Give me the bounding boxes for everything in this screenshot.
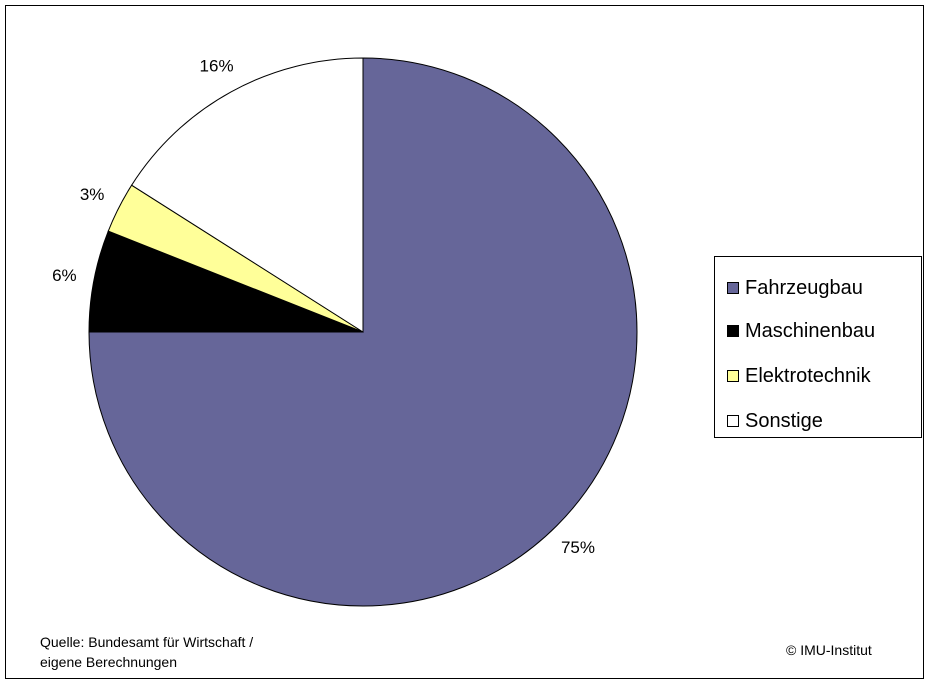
legend-label: Sonstige [745, 409, 823, 432]
legend-item-fahrzeugbau: Fahrzeugbau [727, 275, 863, 301]
pie-slice-fahrzeugbau [88, 57, 638, 607]
legend-swatch [727, 370, 739, 382]
legend-item-elektrotechnik: Elektrotechnik [727, 363, 871, 389]
chart-legend: Fahrzeugbau Maschinenbau Elektrotechnik … [714, 256, 922, 438]
legend-item-sonstige: Sonstige [727, 408, 823, 434]
source-note: Quelle: Bundesamt für Wirtschaft / eigen… [40, 632, 253, 672]
source-line-1: Quelle: Bundesamt für Wirtschaft / [40, 634, 254, 650]
legend-swatch [727, 415, 739, 427]
legend-item-maschinenbau: Maschinenbau [727, 318, 875, 344]
data-label-elektrotechnik: 3% [80, 185, 105, 204]
pie-slice-sonstige [130, 57, 364, 333]
legend-label: Elektrotechnik [745, 364, 871, 387]
legend-swatch [727, 325, 739, 337]
legend-label: Fahrzeugbau [745, 276, 863, 299]
legend-swatch [727, 282, 739, 294]
source-line-2: eigene Berechnungen [40, 654, 178, 670]
copyright-text: © IMU-Institut [786, 642, 872, 658]
legend-label: Maschinenbau [745, 319, 876, 342]
data-label-fahrzeugbau: 75% [561, 538, 595, 557]
data-label-sonstige: 16% [200, 57, 234, 76]
data-label-maschinenbau: 6% [52, 266, 77, 285]
